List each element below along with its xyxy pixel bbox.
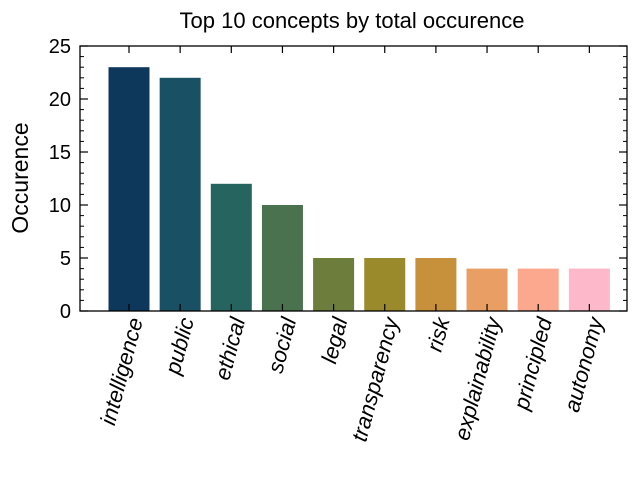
y-tick-label: 20 (49, 89, 71, 111)
x-tick-label-explainability: explainability (449, 313, 506, 443)
bar-intelligence (108, 67, 150, 311)
bar-ethical (210, 183, 252, 311)
bar-explainability (466, 268, 508, 311)
x-tick-label-intelligence: intelligence (95, 315, 148, 428)
bar-risk (415, 258, 457, 311)
bar-principled (517, 268, 559, 311)
y-tick-label: 10 (49, 195, 71, 217)
bar-social (261, 205, 303, 311)
y-axis-ticks: 0 5 10 15 20 25 (49, 36, 627, 323)
x-tick-label-social: social (263, 314, 302, 376)
x-tick-label-public: public (160, 315, 199, 378)
y-tick-label: 25 (49, 36, 71, 58)
plot-area-frame (79, 45, 628, 312)
bar-public (159, 77, 201, 311)
y-tick-label: 5 (60, 248, 71, 270)
bars (108, 67, 610, 311)
x-tick-label-risk: risk (422, 314, 455, 354)
x-tick-label-legal: legal (316, 314, 352, 366)
bar-legal (313, 258, 355, 311)
x-tick-label-principled: principled (508, 314, 557, 413)
x-tick-label-ethical: ethical (210, 314, 251, 383)
y-tick-label: 0 (60, 301, 71, 323)
bar-autonomy (568, 268, 610, 311)
bar-transparency (364, 258, 406, 311)
x-tick-label-autonomy: autonomy (559, 313, 609, 415)
x-tick-label-transparency: transparency (347, 313, 405, 444)
y-axis-label: Occurence (7, 122, 33, 233)
chart-title: Top 10 concepts by total occurence (180, 8, 525, 33)
y-tick-label: 15 (49, 142, 71, 164)
